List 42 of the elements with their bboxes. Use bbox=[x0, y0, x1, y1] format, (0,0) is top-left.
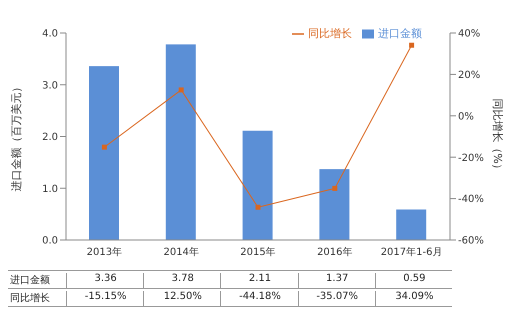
y-tick-label: 0.0 bbox=[42, 236, 58, 247]
data-label: 34.09% bbox=[374, 291, 453, 306]
data-label: 1.37 bbox=[298, 273, 376, 288]
point bbox=[409, 42, 414, 48]
data-label: 3.36 bbox=[66, 273, 144, 288]
x-tick-label: 2014年 bbox=[163, 246, 199, 258]
y-tick-label: 4.0 bbox=[42, 28, 58, 40]
data-label: -35.07% bbox=[298, 291, 376, 306]
x-tick-label: 2017年1-6月 bbox=[380, 246, 442, 258]
data-label: -15.15% bbox=[66, 291, 144, 306]
y2-tick-label: -60% bbox=[458, 236, 484, 247]
text: 进口金额 bbox=[10, 275, 50, 286]
point bbox=[332, 186, 338, 191]
legend-label: 同比增长 bbox=[308, 27, 352, 40]
y2-tick-label: 0% bbox=[458, 111, 474, 122]
y2-tick-label: -40% bbox=[458, 194, 484, 206]
data-label: 12.50% bbox=[143, 291, 222, 306]
y-axis-title: 进口金额（百万美元） bbox=[10, 82, 23, 192]
y2-tick-label: 40% bbox=[458, 28, 480, 40]
y-tick-label: 1.0 bbox=[42, 184, 58, 195]
y2-tick-label: 20% bbox=[458, 70, 480, 81]
point bbox=[256, 204, 260, 210]
y2-tick-label: -20% bbox=[458, 152, 484, 164]
bar bbox=[319, 169, 350, 240]
y-tick-label: 3.0 bbox=[42, 80, 58, 92]
data-label: 2.11 bbox=[220, 273, 299, 288]
y-tick-label: 2.0 bbox=[42, 132, 58, 144]
point bbox=[178, 87, 184, 92]
x-tick-label: 2015年 bbox=[240, 246, 276, 258]
x-tick-label: 2016年 bbox=[317, 246, 353, 258]
data-label: 0.59 bbox=[374, 273, 453, 288]
bar bbox=[89, 66, 119, 240]
text: 同比增长 bbox=[10, 293, 50, 304]
data-label: -44.18% bbox=[220, 291, 299, 306]
bar bbox=[242, 130, 273, 240]
data-label: 3.78 bbox=[143, 273, 222, 288]
y2-axis-title: 同比增长（%） bbox=[491, 98, 504, 175]
bar bbox=[166, 44, 196, 240]
x-tick-label: 2013年 bbox=[86, 246, 122, 258]
legend-label: 进口金额 bbox=[378, 27, 422, 40]
point bbox=[102, 144, 107, 150]
bar bbox=[396, 209, 426, 240]
